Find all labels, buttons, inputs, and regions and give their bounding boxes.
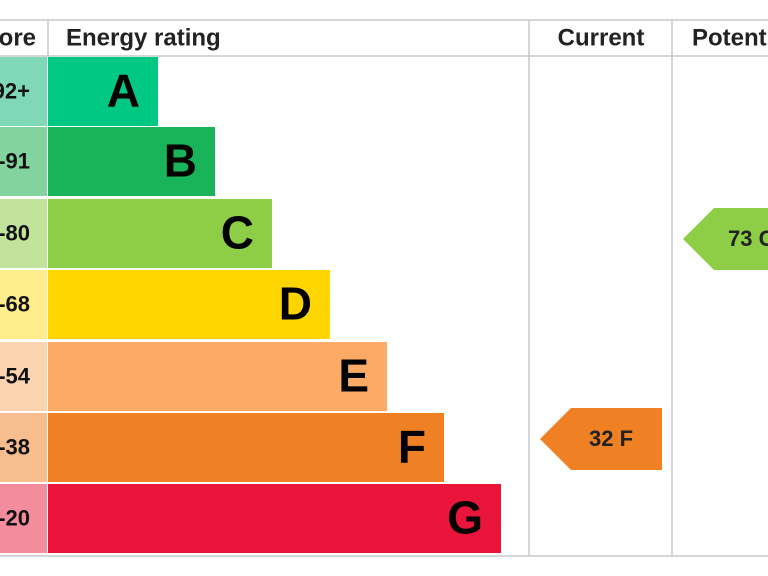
band-bar [48,413,444,482]
score-header: Score [0,24,36,51]
band-letter: F [398,421,426,473]
band-bar [48,57,158,126]
score-cell [0,127,47,196]
current-arrow [540,408,662,470]
score-range: 55-68 [0,291,30,316]
score-cell [0,199,47,268]
band-bar [48,484,501,553]
score-range: 81-91 [0,148,30,173]
score-range: 69-80 [0,220,30,245]
score-range: 92+ [0,78,30,103]
potential-arrow [683,208,768,270]
current-header: Current [558,24,645,51]
score-cell [0,413,47,482]
score-cell [0,484,47,553]
current-label: 32 F [589,426,633,451]
table-grid [0,19,768,557]
score-range: 21-38 [0,434,30,459]
band-letter: C [221,207,254,259]
score-range: 39-54 [0,363,31,388]
score-cell [0,270,47,339]
score-cell [0,57,47,126]
score-cell [0,342,47,411]
band-letter: D [279,278,312,330]
rating-header: Energy rating [66,24,221,51]
band-letter: E [338,350,369,402]
band-bar [48,342,387,411]
band-bar [48,199,272,268]
rating-rows: 92+ A 81-91 B 69-80 C 55-68 D 39-54 E 21-38 F 1-20 G [0,57,501,553]
band-letter: G [447,492,483,544]
band-letter: A [107,65,140,117]
score-range: 1-20 [0,505,30,530]
band-letter: B [164,135,197,187]
band-bar [48,127,215,196]
potential-header: Potential [692,24,768,51]
band-bar [48,270,330,339]
potential-label: 73 C [728,226,768,251]
